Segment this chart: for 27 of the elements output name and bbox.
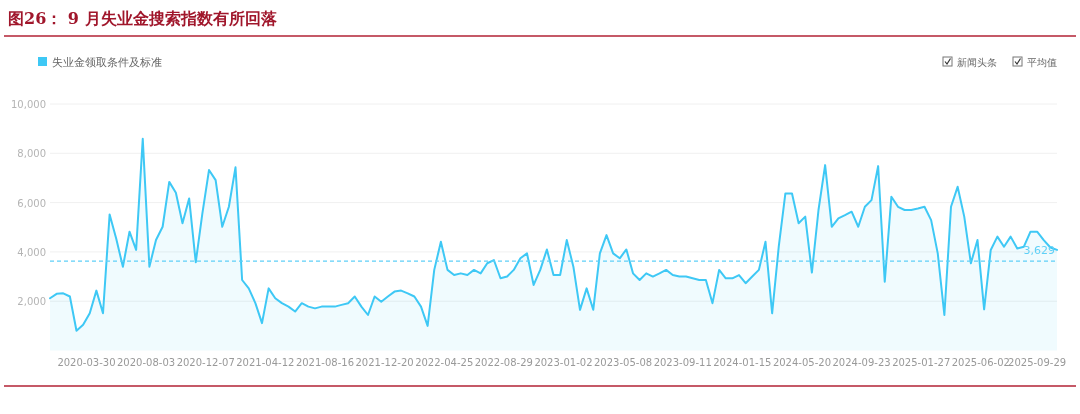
x-tick-label: 2022-04-25 [415,357,474,368]
x-tick-label: 2021-12-20 [355,357,414,368]
x-tick-label: 2022-08-29 [474,357,533,368]
y-tick-label: 6,000 [17,197,46,209]
x-tick-label: 2021-04-12 [236,357,295,368]
x-tick-label: 2023-05-08 [594,357,653,368]
x-tick-label: 2024-01-15 [713,357,772,368]
x-tick-label: 2020-03-30 [57,357,116,368]
x-tick-label: 2023-01-02 [534,357,593,368]
text: 平均值 [1027,57,1057,68]
chart-title: 图26： 9 月失业金搜索指数有所回落 [8,9,277,28]
x-tick-label: 2025-01-27 [892,357,951,368]
legend-label: 失业金领取条件及标准 [52,56,162,69]
x-tick-label: 2020-08-03 [117,357,176,368]
x-tick-label: 2023-09-11 [653,357,712,368]
x-tick-label: 2025-09-29 [1008,357,1067,368]
x-tick-label: 2021-08-16 [295,357,354,368]
x-tick-label: 2024-09-23 [832,357,891,368]
x-tick-label: 2020-12-07 [176,357,235,368]
x-tick-label: 2024-05-20 [772,357,831,368]
y-tick-label: 8,000 [17,148,46,160]
y-tick-label: 10,000 [11,99,46,110]
ref-line-label: 3,629 [1023,244,1055,258]
text: 新闻头条 [957,57,997,68]
y-tick-label: 2,000 [17,296,46,308]
x-tick-label: 2025-06-02 [951,357,1010,368]
y-tick-label: 4,000 [17,246,46,258]
